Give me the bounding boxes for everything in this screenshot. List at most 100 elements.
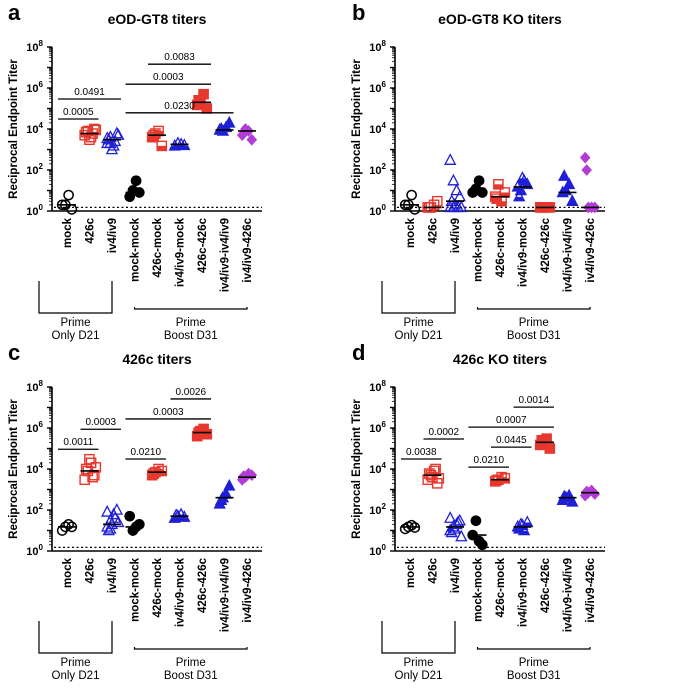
tick-exponent: 4 [39,461,44,470]
data-point-1 [447,173,460,186]
data-point-3 [246,133,258,146]
x-tick-label: 426c-426c [540,557,552,613]
data-point-2 [562,177,576,190]
x-tick-label: mock-mock [473,557,485,622]
data-point-4 [536,435,548,446]
data-point-2 [450,183,463,196]
tick-exponent: 0 [39,203,44,212]
group-label-line1: Prime [519,317,549,329]
group-label-line2: Only D21 [52,670,100,682]
data-point-2 [130,175,142,187]
bracket-line [476,307,591,310]
marker-fill [512,187,523,191]
x-tick-label: 426c-426c [540,217,552,273]
tick-base: 10 [26,83,38,95]
tick-base: 10 [369,124,381,136]
y-tick-label: 108 [369,379,386,394]
y-axis-label: Reciprocal Endpoint Titer [8,59,20,199]
tick-exponent: 8 [382,39,387,48]
x-tick-label: mock-mock [130,557,142,622]
x-tick-label: iv4/iv9 [107,558,119,593]
series-iv4/iv9-iv4/iv9 [213,115,236,136]
data-point-4 [215,493,228,505]
data-point-3 [453,513,466,526]
tick-base: 10 [26,546,38,558]
tick-base: 10 [369,382,381,394]
data-point-3 [223,115,236,128]
data-point-5 [84,453,95,465]
p-value-label: 0.0003 [153,407,184,418]
data-point-7 [90,462,102,473]
data-point-9 [104,136,117,149]
tick-base: 10 [26,165,38,177]
series-mock-mock [124,175,145,203]
tick-base: 10 [369,165,381,177]
series-426c-mock [489,179,511,207]
data-point-7 [455,200,468,213]
bracket-line [38,281,113,314]
data-point-3 [453,189,466,202]
group-label-line2: Boost D31 [507,330,561,342]
x-tick-label: iv4/iv9-iv4/iv9 [563,558,575,632]
series-426c-mock [146,463,168,481]
x-tick-label: mock-mock [130,217,142,282]
y-tick-label: 102 [369,162,386,177]
data-point-1 [470,515,482,527]
data-point-3 [156,465,168,477]
y-tick-label: 104 [369,461,386,476]
data-point-0 [56,525,68,536]
tick-base: 10 [369,206,381,218]
tick-exponent: 2 [39,502,44,511]
y-tick-label: 106 [369,80,386,95]
data-point-4 [148,468,160,479]
data-point-3 [499,473,511,484]
data-point-8 [444,511,457,523]
x-tick-label: 426c [428,557,440,583]
series-iv4/iv9-426c [236,467,258,486]
panel-letter: c [8,340,20,365]
series-426c [422,463,445,489]
series-426c [79,123,102,146]
data-point-4 [558,169,571,181]
series-iv4/iv9-iv4/iv9 [556,169,579,206]
data-point-2 [473,175,485,187]
data-point-3 [476,187,488,198]
marker-fill [500,192,510,198]
y-tick-label: 100 [369,203,386,218]
data-point-7 [433,473,445,484]
group-label-line1: Prime [519,657,549,669]
panel-letter: a [8,0,21,25]
group-label-line1: Prime [176,657,206,669]
group-label-line1: Prime [60,657,90,669]
x-tick-label: iv4/iv9-426c [585,557,597,622]
p-value-label: 0.0007 [496,415,527,426]
x-tick-label: iv4/iv9-iv4/iv9 [220,218,232,292]
tick-exponent: 4 [382,461,387,470]
data-point-3 [156,140,168,152]
data-point-5 [516,171,529,183]
series-iv4/iv9-mock [168,507,191,523]
tick-exponent: 0 [382,203,387,212]
x-tick-label: iv4/iv9-iv4/iv9 [563,218,575,292]
bracket-line [476,647,591,650]
marker-fill [149,135,159,140]
marker-fill [492,480,502,485]
series-iv4/iv9-426c [579,484,601,502]
series-iv4/iv9 [444,153,468,213]
series-426c-426c [534,202,556,213]
tick-base: 10 [369,505,381,517]
tick-exponent: 8 [39,379,44,388]
tick-base: 10 [26,464,38,476]
data-point-3 [431,195,443,207]
x-tick-label: 426c-426c [197,217,209,273]
series-426c-426c [191,88,213,114]
x-tick-label: 426c-mock [152,557,164,617]
y-axis-label: Reciprocal Endpoint Titer [351,59,363,199]
marker-fill [514,529,525,533]
series-426c-426c [191,423,213,442]
data-point-4 [581,164,592,176]
series-iv4/iv9 [101,126,125,155]
